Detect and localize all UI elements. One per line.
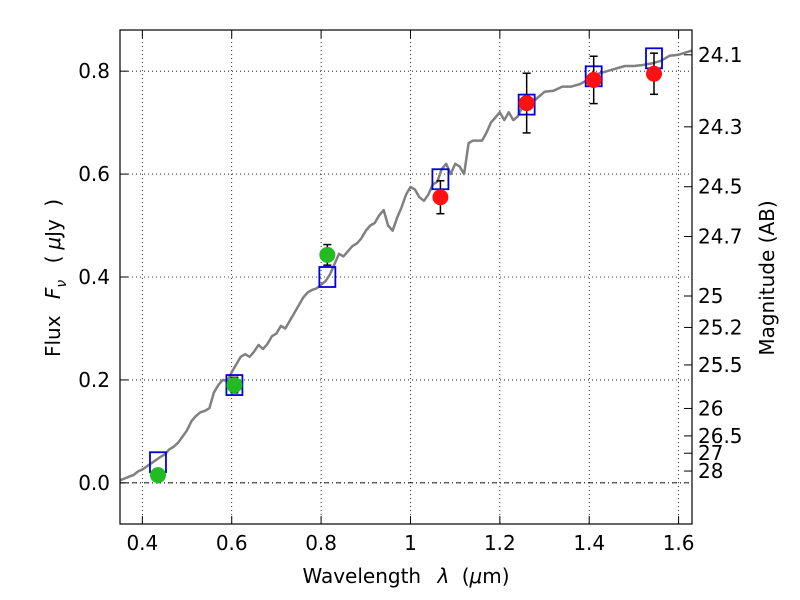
green-data-point [319,246,336,263]
magnitude-tick-label: 26.5 [698,424,743,448]
green-data-point [149,467,166,484]
magnitude-tick-label: 27 [698,441,723,465]
tick-layer: 0.4 0.6 0.8 1 1.2 1.4 1.6 0.0 0.2 0.4 0.6 0.8 24.1 24… [78,30,743,555]
magnitude-tick-label: 28 [698,459,723,483]
x-tick-label: 1.6 [663,531,695,555]
magnitude-tick-label: 25 [698,284,723,308]
x-tick-label: 0.8 [305,531,337,555]
x-tick-label: 0.4 [126,531,158,555]
magnitude-tick-label: 24.5 [698,175,743,199]
y-axis-title: Flux Fν (μJy ) [41,199,71,357]
magnitude-tick-label: 26 [698,396,723,420]
model-square-marker [318,266,337,288]
marker-layer [149,47,663,484]
plot-area [120,47,692,484]
magnitude-tick-label: 25.2 [698,315,743,339]
y-tick-label: 0.6 [78,162,110,186]
magnitude-tick-label: 24.7 [698,225,743,249]
y-tick-label: 0.2 [78,368,110,392]
x-tick-label: 1.2 [484,531,516,555]
y-tick-label: 0.4 [78,265,110,289]
y-tick-label: 0.0 [78,471,110,495]
magnitude-tick-label: 24.1 [698,43,743,67]
plot-frame [119,29,693,525]
x-axis-title: Wavelength λ (μm) [302,564,509,588]
red-data-point [646,65,663,82]
red-data-point [585,71,602,88]
model-spectrum-layer [120,49,692,482]
magnitude-tick-label: 25.5 [698,353,743,377]
x-tick-label: 1 [404,531,417,555]
green-data-point [226,377,243,394]
grid-lines [120,30,692,524]
red-data-point [432,189,449,206]
red-data-point [518,95,535,112]
magnitude-tick-label: 24.3 [698,115,743,139]
y-tick-label: 0.8 [78,59,110,83]
x-tick-label: 1.4 [573,531,605,555]
magnitude-axis-title: Magnitude (AB) [755,200,779,355]
x-tick-label: 0.6 [216,531,248,555]
model-spectrum-line [120,49,692,482]
